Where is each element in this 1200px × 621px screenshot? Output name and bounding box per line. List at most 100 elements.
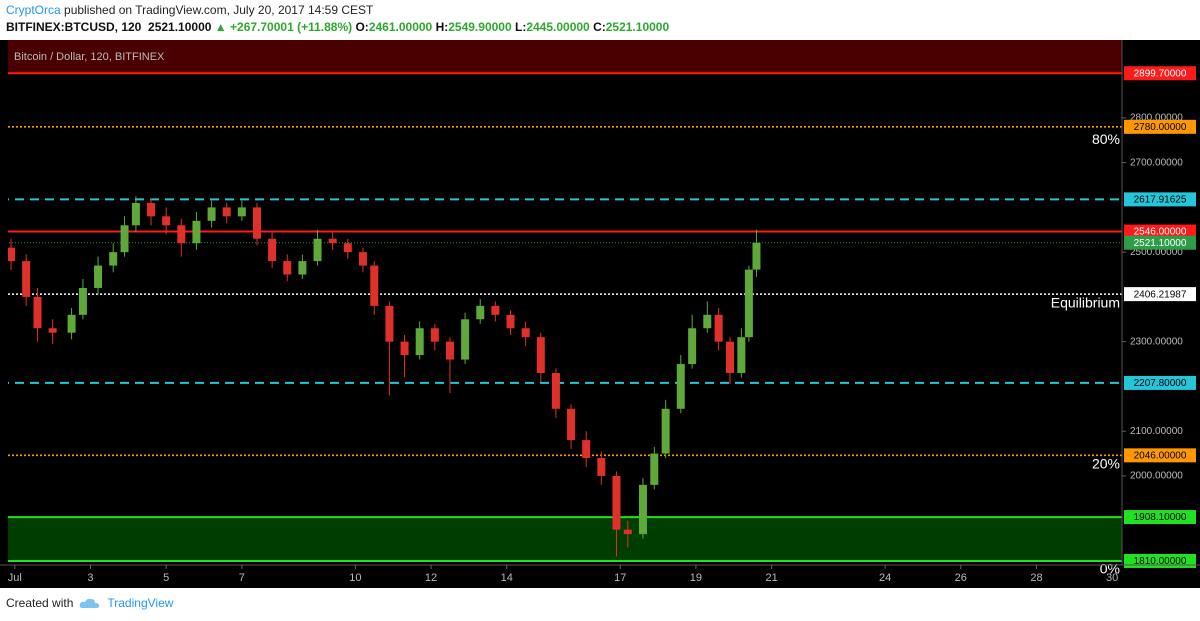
candle-body [676,364,685,409]
level-label: 2617.91625 [1134,195,1187,206]
level-label: 2207.80000 [1134,378,1187,389]
level-label: 2780.00000 [1134,122,1187,133]
candle-body [567,408,576,441]
level-label: 2521.10000 [1134,238,1187,249]
high-value: 2549.90000 [448,20,512,34]
y-tick-label: 2800.00000 [1130,113,1183,124]
change-arrow: ▲ [214,20,227,34]
open-key: O: [355,20,369,34]
candle-body [400,341,409,356]
candle-body [67,314,76,333]
level-label: 2899.70000 [1134,68,1187,79]
high-key: H: [435,20,449,34]
level-label-bg [1124,235,1196,250]
annotation: 80% [1092,131,1120,147]
x-tick-label: 5 [163,572,169,584]
candle-body [506,314,515,329]
candle-body [737,337,746,373]
candle-body [623,529,632,535]
y-tick-label: 2000.00000 [1130,471,1183,482]
brand[interactable]: TradingView [107,596,174,610]
candle-body [536,337,545,373]
created-with: Created with [6,596,74,610]
level-label-bg [1124,375,1196,390]
annotation: Equilibrium [1051,294,1120,310]
candle-body [298,261,307,275]
candle-body [661,408,670,454]
candle-body [744,269,753,338]
candle-body [252,207,261,239]
candle-body [385,305,394,342]
level-label: 1810.00000 [1134,556,1187,567]
publish-info: published on TradingView.com, July 20, 2… [64,3,374,17]
candle-body [370,265,379,306]
y-tick-label: 2700.00000 [1130,157,1183,168]
candle-body [328,238,337,244]
candle-body [313,238,322,262]
open-value: 2461.00000 [368,20,433,34]
low-value: 2445.00000 [526,20,590,34]
candle-body [48,328,57,333]
candle-body [358,252,367,266]
x-tick-label: 14 [501,572,513,584]
level-label-bg [1124,553,1196,568]
annotation: 100% [1084,40,1120,42]
candle-body [430,328,439,342]
level-label-bg [1124,119,1196,134]
level-label-bg [1124,510,1196,525]
x-tick-label: 12 [425,572,437,584]
candle-body [343,243,352,253]
x-tick-label: 10 [349,572,361,584]
x-tick-label: 24 [879,572,891,584]
level-label-bg [1124,192,1196,207]
level-label: 1908.10000 [1134,512,1187,523]
candle-body [612,475,621,530]
candle-body [491,305,500,315]
chart: Bitcoin / Dollar, 120, BITFINEX 2800.0000… [0,40,1200,588]
x-tick-label: 21 [765,572,777,584]
candle-body [597,458,606,476]
x-tick-label: Jul [8,572,22,584]
candle-body [268,238,277,262]
candle-body [33,296,42,329]
x-tick-label: 28 [1030,572,1042,584]
candle-body [177,225,186,244]
candle-body [22,261,31,297]
last-price: 2521.10000 [148,20,212,34]
plot [8,40,1122,562]
close-value: 2521.10000 [605,20,670,34]
symbol: BITFINEX:BTCUSD, 120 [6,20,142,34]
candle-body [688,328,697,365]
author[interactable]: CryptOrca [6,3,61,17]
candle-body [551,372,560,409]
candle-body [192,220,201,244]
quote-line: BITFINEX:BTCUSD, 120 2521.10000 ▲ +267.7… [6,20,669,34]
candle-body [714,314,723,342]
chart-title: Bitcoin / Dollar, 120, BITFINEX [14,51,165,63]
candle-body [521,328,530,338]
candle-body [703,314,712,329]
candle-body [162,216,171,226]
x-tick-label: 3 [87,572,93,584]
candle-body [147,202,156,217]
footer: Created with TradingView [6,596,173,610]
zone [8,40,1122,74]
annotation: 20% [1092,455,1120,471]
level-label-bg [1124,66,1196,81]
candle-body [650,453,659,485]
level-label: 2546.00000 [1134,227,1187,238]
candle-body [476,305,485,320]
candle-body [120,225,129,253]
level-label: 2046.00000 [1134,450,1187,461]
chart-background [0,40,1200,588]
cloud-icon [80,598,100,608]
candle-body [207,207,216,221]
candle-body [461,319,470,360]
x-tick-label: 17 [614,572,626,584]
publish-line: CryptOrca published on TradingView.com, … [6,3,373,17]
candle-body [94,265,103,288]
y-tick-label: 2300.00000 [1130,336,1183,347]
candle-body [78,287,87,315]
level-label-bg [1124,448,1196,463]
zone [8,517,1122,561]
